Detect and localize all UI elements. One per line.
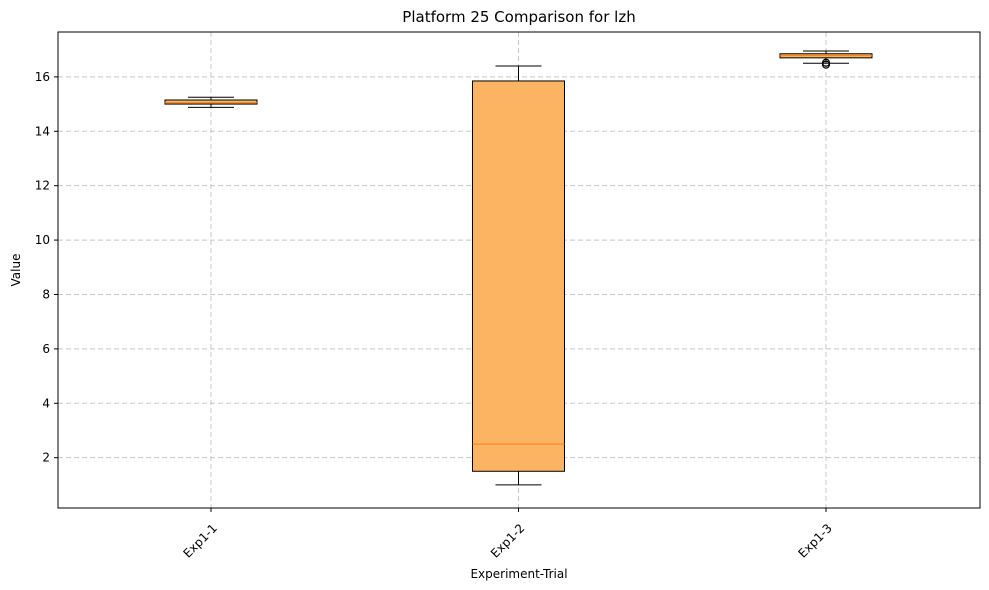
y-tick-label: 14 [35,124,50,138]
y-axis-label: Value [9,254,23,287]
y-tick-label: 4 [42,396,50,410]
x-tick-label: Exp1-2 [488,521,528,561]
y-tick-label: 16 [35,70,50,84]
x-tick-label: Exp1-1 [180,521,220,561]
boxes [164,50,873,486]
x-axis: Exp1-1 Exp1-2 Exp1-3 [180,508,835,561]
iqr-box [472,80,565,472]
outlier-point [821,58,831,67]
y-tick-label: 8 [42,287,50,301]
chart-title: Platform 25 Comparison for lzh [402,8,635,26]
y-tick-label: 6 [42,342,50,356]
y-tick-label: 2 [42,451,50,465]
box-exp1-2 [472,65,565,486]
box-exp1-1 [164,96,258,108]
x-axis-label: Experiment-Trial [470,567,567,581]
y-axis: 2 4 6 8 10 12 14 16 [35,70,58,465]
y-tick-label: 12 [35,179,50,193]
box-exp1-3 [779,50,873,69]
iqr-box [164,99,258,105]
y-tick-label: 10 [35,233,50,247]
x-tick-label: Exp1-3 [795,521,835,561]
